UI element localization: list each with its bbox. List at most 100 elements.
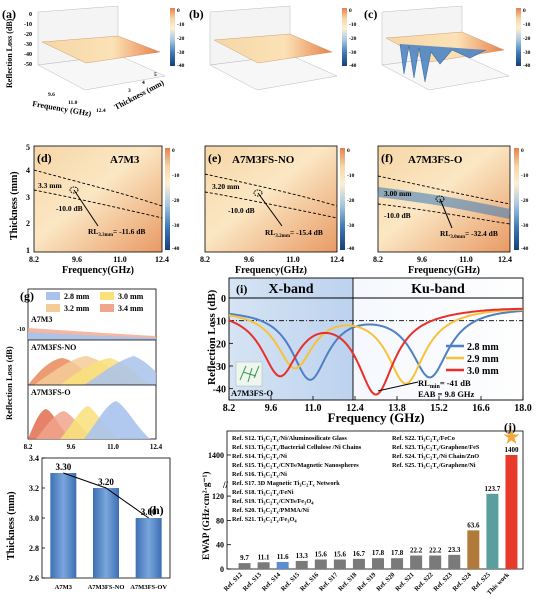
sample-image — [235, 361, 263, 387]
cbar-tick: -40 — [172, 246, 180, 252]
map-title: A7M3FS-NO — [232, 154, 295, 166]
reference-segment: x — [313, 483, 316, 488]
reference-segment: /Graphene/FeS — [438, 444, 480, 451]
reference-segment: C — [426, 444, 431, 451]
y-tick-label: 1400 — [208, 451, 224, 460]
cbar-tick: -40 — [521, 246, 529, 252]
cbar-tick: 0 — [521, 148, 524, 154]
reference-segment: /Ni — [278, 471, 287, 478]
reference-segment: 2 — [270, 465, 273, 470]
reference-segment: 2 — [270, 438, 273, 443]
x-tick: 11.0 — [113, 255, 127, 264]
bar — [486, 493, 499, 569]
x-tick-label: Ref. S12 — [223, 571, 244, 592]
reference-segment: 2 — [430, 456, 433, 461]
series-line — [228, 309, 524, 381]
y-tick-label: 0 — [220, 565, 224, 574]
reference-segment: 3 — [423, 465, 426, 470]
x-tick-label: 11.0 — [305, 403, 322, 414]
reference-segment: Ref. S12. Ti — [232, 435, 264, 442]
legend-label: 2.8 mm — [467, 342, 499, 353]
y-axis-label: Thickness (mm) — [6, 491, 17, 560]
reference-segment: /PMMA/Ni — [278, 507, 309, 514]
bar-value-label: 22.2 — [410, 547, 423, 555]
bar-value-label: 16.7 — [353, 550, 366, 558]
reference-segment: Ref. S25. Ti — [392, 462, 424, 469]
panel-label-f: (f) — [381, 151, 393, 165]
y-tick: 3 — [26, 193, 30, 202]
freq-tick: 12.4 — [96, 108, 106, 114]
reference-segment: /FeNi — [278, 489, 294, 496]
reference-segment: 3 — [263, 465, 266, 470]
reference-segment: Ref. S18. Ti — [232, 489, 264, 496]
bar-value-label: 22.2 — [429, 547, 442, 555]
reference-segment: C — [266, 516, 271, 523]
reference-segment: x — [277, 438, 280, 443]
rl-value-label: RL3.2mm= -15.4 dB — [265, 228, 323, 239]
y-tick-label: 0 — [221, 294, 226, 305]
reference-segment: x — [437, 447, 440, 452]
x-tick: 9.6 — [67, 443, 76, 451]
panel-label-d: (d) — [37, 151, 52, 165]
rl-min-marker — [253, 189, 263, 197]
reference-segment: T — [272, 471, 277, 478]
x-tick-label: Ref. S16 — [299, 571, 321, 593]
reference-segment: /Ni — [278, 453, 287, 460]
reference-segment: 3 — [263, 438, 266, 443]
reference-segment: 2 — [270, 501, 273, 506]
x-axis-label: Frequency (GHz) — [328, 410, 425, 425]
contour-line — [33, 189, 163, 219]
x-tick-label: Ref. S15 — [280, 571, 302, 593]
cbar-tick: 0 — [177, 8, 180, 14]
contour-line — [204, 191, 338, 219]
contour-line — [33, 169, 163, 207]
x-tick-label: A7M3FS-NO — [88, 584, 125, 591]
colorbar — [340, 148, 345, 250]
bar — [448, 554, 461, 569]
x-tick: 12.4 — [150, 443, 163, 451]
x-tick-label: 18.0 — [514, 403, 532, 414]
rl-value-label: RL3.0mm= -32.4 dB — [440, 229, 498, 240]
contour-label: -10.0 dB — [384, 211, 411, 220]
reference-segment: 3 — [263, 474, 266, 479]
z-tick: -10 — [24, 22, 32, 28]
z-tick: -30 — [24, 42, 32, 48]
rl-min-marker — [69, 186, 79, 194]
reference-segment: C — [266, 435, 271, 442]
bar-value-label: 123.7 — [485, 485, 501, 493]
reference-segment: Ref. S15. Ti — [232, 462, 264, 469]
reference-segment: 3 — [299, 483, 302, 488]
cbar-tick: -40 — [177, 63, 185, 69]
bar — [314, 559, 327, 569]
eab-annotation: EAB = 9.8 GHz — [418, 389, 475, 399]
bar — [333, 559, 346, 569]
reference-item: Ref. S21. Ti3C2Tx/Fe3O4 — [232, 516, 297, 524]
reference-segment: C — [302, 480, 307, 487]
x-tick-label: 16.6 — [472, 403, 490, 414]
axis-break-mark: // — [222, 480, 229, 490]
y-tick-label: 120 — [212, 492, 224, 501]
rl-value-label: RL3.3mm= -11.6 dB — [88, 227, 145, 238]
reference-segment: T — [308, 480, 313, 487]
reference-segment: 3 — [263, 492, 266, 497]
legend-label: 3.4 mm — [118, 304, 144, 313]
cbar-tick: -40 — [347, 246, 355, 252]
x-axis-label: Frequency(GHz) — [408, 265, 480, 276]
bar-value-label: 13.3 — [296, 552, 309, 560]
legend-swatch — [46, 304, 60, 312]
reference-segment: Ref. S21. Ti — [232, 516, 264, 523]
reference-segment: C — [266, 498, 271, 505]
reference-segment: 3 — [263, 456, 266, 461]
z-axis-label: Reflection Loss (dB) — [5, 18, 14, 88]
reference-segment: x — [277, 447, 280, 452]
series-line — [228, 307, 523, 396]
y-tick: 5 — [26, 143, 30, 152]
reference-segment: 4 — [294, 519, 297, 524]
reference-segment: 3 — [263, 519, 266, 524]
panel-a: (a) 0 -10 -20 -30 -40 -50 Reflection Los… — [2, 5, 185, 118]
reference-segment: x — [437, 456, 440, 461]
reference-segment: T — [272, 453, 277, 460]
panel-label-b: (b) — [189, 7, 204, 21]
y-axis-label: Reflection Loss (dB) — [206, 289, 218, 385]
z-tick: -40 — [24, 52, 32, 58]
